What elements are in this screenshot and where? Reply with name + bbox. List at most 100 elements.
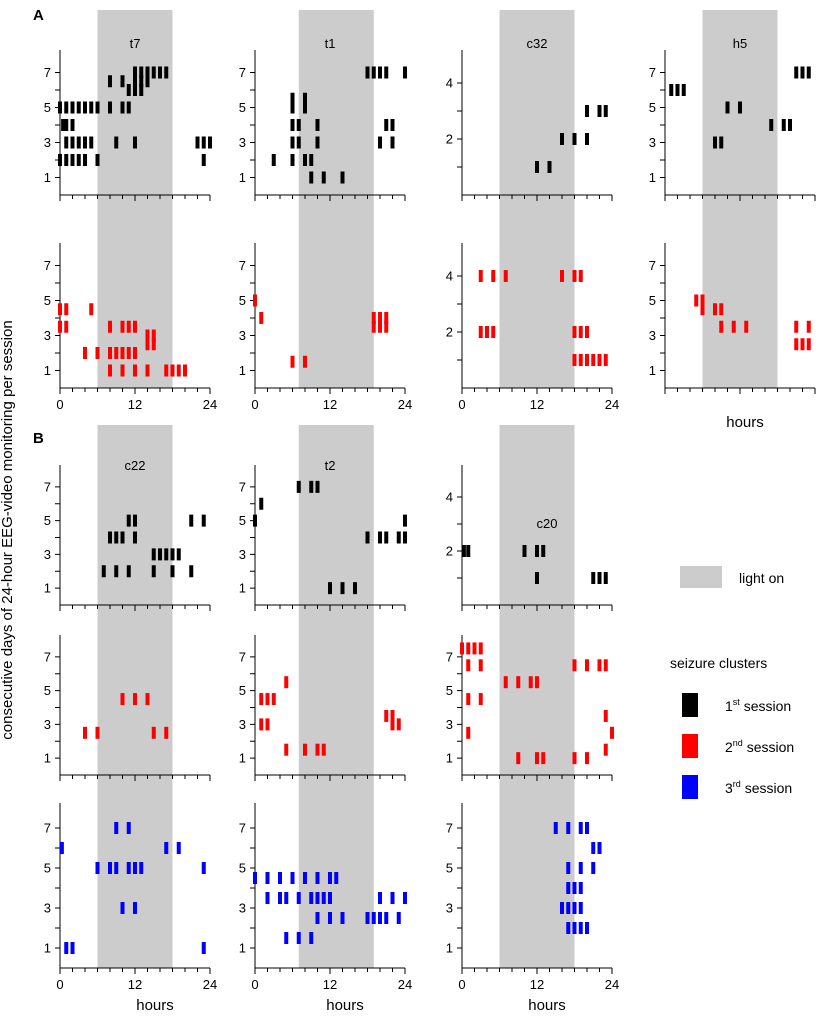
seizure-cluster-mark — [316, 744, 320, 756]
seizure-cluster-mark — [266, 693, 270, 705]
seizure-cluster-mark — [604, 659, 608, 671]
x-tick-label: 0 — [458, 977, 465, 992]
seizure-cluster-mark — [127, 515, 131, 527]
seizure-cluster-mark — [114, 862, 118, 874]
seizure-cluster-mark — [322, 172, 326, 184]
seizure-cluster-mark — [479, 270, 483, 282]
seizure-cluster-mark — [133, 137, 137, 149]
seizure-cluster-mark — [585, 105, 589, 117]
seizure-cluster-mark — [83, 727, 87, 739]
seizure-cluster-mark — [378, 892, 382, 904]
seizure-cluster-mark — [291, 137, 295, 149]
seizure-cluster-mark — [384, 710, 388, 722]
y-tick-label: 7 — [446, 649, 453, 664]
panel-label-A: A — [33, 7, 44, 24]
seizure-cluster-mark — [573, 270, 577, 282]
y-tick-label: 3 — [44, 328, 51, 343]
seizure-cluster-mark — [183, 365, 187, 377]
seizure-cluster-mark — [769, 119, 773, 131]
seizure-cluster-mark — [566, 922, 570, 934]
seizure-cluster-mark — [164, 842, 168, 854]
y-tick-label: 5 — [239, 861, 246, 876]
y-tick-label: 1 — [239, 170, 246, 185]
x-axis-label-t2: hours — [326, 997, 364, 1014]
seizure-cluster-mark — [152, 727, 156, 739]
y-tick-label: 5 — [44, 100, 51, 115]
seizure-cluster-mark — [516, 752, 520, 764]
seizure-cluster-mark — [403, 515, 407, 527]
seizure-cluster-mark — [579, 902, 583, 914]
seizure-cluster-mark — [391, 137, 395, 149]
y-tick-label: 1 — [44, 751, 51, 766]
y-tick-label: 7 — [239, 479, 246, 494]
seizure-cluster-mark — [58, 154, 62, 166]
x-axis-label-h5: hours — [726, 414, 764, 431]
y-tick-label: 1 — [649, 170, 656, 185]
x-tick-label: 12 — [323, 397, 337, 412]
seizure-cluster-mark — [585, 133, 589, 145]
seizure-cluster-mark — [177, 842, 181, 854]
seizure-cluster-mark — [491, 270, 495, 282]
y-tick-label: 3 — [239, 328, 246, 343]
seizure-cluster-mark — [259, 693, 263, 705]
seizure-cluster-mark — [133, 693, 137, 705]
seizure-cluster-mark — [573, 354, 577, 366]
seizure-cluster-mark — [378, 137, 382, 149]
x-tick-label: 24 — [398, 977, 412, 992]
seizure-cluster-mark — [322, 892, 326, 904]
seizure-cluster-mark — [384, 532, 388, 544]
seizure-cluster-mark — [516, 676, 520, 688]
seizure-cluster-mark — [676, 84, 680, 96]
seizure-cluster-mark — [744, 321, 748, 333]
seizure-cluster-mark — [391, 718, 395, 730]
seizure-cluster-mark — [701, 303, 705, 315]
seizure-cluster-mark — [535, 752, 539, 764]
seizure-cluster-mark — [96, 102, 100, 114]
x-tick-label: 12 — [530, 977, 544, 992]
y-tick-label: 3 — [44, 717, 51, 732]
seizure-cluster-mark — [604, 744, 608, 756]
x-tick-label: 0 — [56, 977, 63, 992]
seizure-cluster-mark — [60, 842, 64, 854]
chart-c20: c2024135713570 12 24 — [446, 425, 619, 992]
y-tick-label: 3 — [239, 135, 246, 150]
seizure-cluster-mark — [58, 321, 62, 333]
y-tick-label: 5 — [446, 683, 453, 698]
seizure-cluster-mark — [309, 892, 313, 904]
seizure-cluster-mark — [202, 942, 206, 954]
legend-light-swatch — [680, 566, 722, 588]
seizure-cluster-mark — [297, 892, 301, 904]
y-tick-label: 5 — [44, 683, 51, 698]
seizure-cluster-mark — [133, 515, 137, 527]
y-tick-label: 5 — [44, 293, 51, 308]
seizure-cluster-mark — [579, 270, 583, 282]
y-tick-label: 1 — [446, 941, 453, 956]
seizure-cluster-mark — [598, 354, 602, 366]
seizure-cluster-mark — [573, 752, 577, 764]
x-tick-label: 24 — [605, 397, 619, 412]
seizure-cluster-mark — [372, 321, 376, 333]
chart-title: t1 — [325, 36, 336, 51]
seizure-cluster-mark — [504, 270, 508, 282]
y-tick-label: 7 — [446, 821, 453, 836]
y-tick-label: 7 — [44, 258, 51, 273]
y-tick-label: 2 — [446, 132, 453, 147]
seizure-cluster-mark — [523, 545, 527, 557]
seizure-cluster-mark — [127, 862, 131, 874]
seizure-cluster-mark — [64, 303, 68, 315]
y-tick-label: 5 — [44, 861, 51, 876]
seizure-cluster-mark — [121, 102, 125, 114]
chart-title: h5 — [733, 36, 747, 51]
seizure-cluster-mark — [89, 303, 93, 315]
seizure-cluster-mark — [284, 744, 288, 756]
x-tick-label: 0 — [251, 977, 258, 992]
seizure-cluster-mark — [133, 532, 137, 544]
seizure-cluster-mark — [610, 727, 614, 739]
x-tick-label: 24 — [398, 397, 412, 412]
seizure-cluster-mark — [133, 321, 137, 333]
seizure-cluster-mark — [378, 532, 382, 544]
x-axis-label-c22: hours — [136, 997, 174, 1014]
seizure-cluster-mark — [83, 137, 87, 149]
seizure-cluster-mark — [794, 321, 798, 333]
seizure-cluster-mark — [466, 659, 470, 671]
